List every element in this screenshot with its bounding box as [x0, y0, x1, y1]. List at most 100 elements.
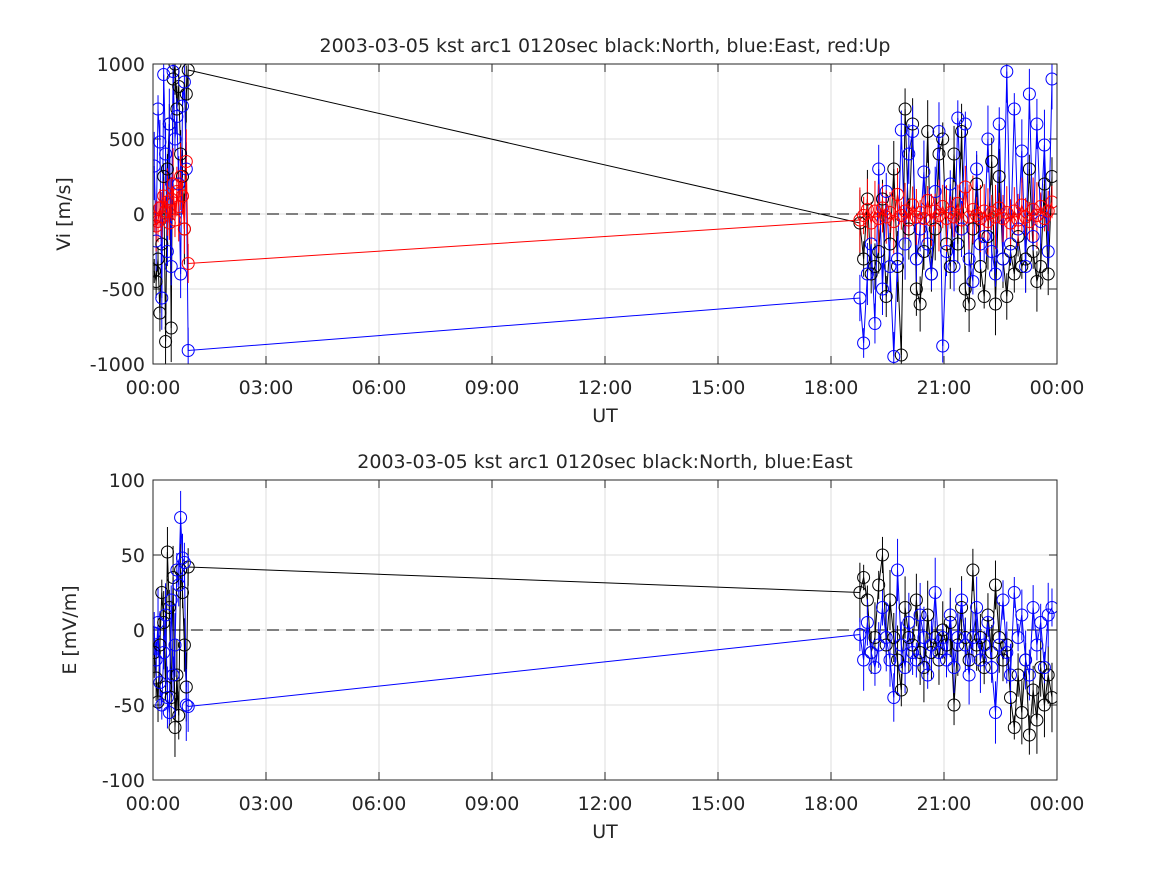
data-point — [894, 683, 908, 697]
data-point — [174, 511, 188, 524]
data-point — [958, 631, 972, 644]
data-point — [1019, 252, 1033, 266]
data-point — [898, 237, 912, 251]
data-point — [162, 117, 176, 131]
velocity-grid — [152, 63, 1058, 365]
data-point — [1026, 230, 1040, 243]
data-point — [864, 237, 878, 251]
data-point — [973, 212, 987, 225]
data-point — [872, 245, 886, 258]
data-point — [166, 177, 180, 191]
y-tick-label: 100 — [109, 470, 145, 492]
data-point — [1034, 260, 1048, 273]
y-tick-label: -1000 — [90, 354, 145, 376]
data-point — [1034, 200, 1048, 213]
data-point — [157, 170, 171, 183]
data-point — [989, 297, 1002, 311]
velocity-x-axis-label: UT — [592, 405, 618, 427]
data-point — [887, 350, 901, 363]
data-point — [894, 123, 908, 137]
x-tick-label: 09:00 — [465, 377, 520, 399]
data-point — [924, 213, 938, 227]
data-point — [887, 691, 901, 704]
data-point — [153, 215, 165, 228]
data-point — [153, 306, 167, 320]
data-point — [962, 653, 976, 667]
data-point — [1011, 230, 1025, 243]
x-tick-label: 00:00 — [126, 377, 181, 399]
velocity-chart-title: 2003-03-05 kst arc1 0120sec black:North,… — [319, 35, 890, 57]
velocity-y-tick-labels: -1000 -500 0 500 1000 — [90, 54, 145, 376]
data-point — [162, 706, 176, 719]
data-point — [864, 646, 878, 659]
data-point — [1004, 237, 1017, 251]
data-point — [992, 631, 1006, 644]
data-point — [860, 192, 874, 206]
data-point — [853, 216, 867, 230]
data-point — [1011, 668, 1025, 682]
data-point — [894, 638, 908, 652]
data-point — [958, 180, 972, 194]
data-point — [159, 204, 173, 218]
data-point — [973, 653, 987, 667]
data-point — [989, 210, 1002, 224]
x-tick-label: 00:00 — [1030, 377, 1085, 399]
data-point — [876, 282, 889, 296]
data-point — [853, 628, 867, 641]
data-point — [932, 125, 946, 138]
data-point — [966, 222, 980, 236]
data-point — [981, 608, 995, 622]
data-point — [951, 197, 965, 210]
data-point — [887, 631, 901, 644]
data-point — [981, 215, 995, 228]
y-tick-label: 1000 — [97, 54, 145, 76]
data-point — [928, 222, 942, 236]
data-point — [160, 195, 174, 209]
velocity-panel: 00:00 03:00 06:00 09:00 12:00 15:00 18:00 21:00… — [53, 35, 1085, 427]
data-point — [155, 291, 169, 305]
efield-grid — [152, 479, 1058, 781]
data-point — [157, 646, 171, 659]
data-point — [947, 210, 961, 224]
data-point — [970, 209, 984, 222]
data-point — [1030, 713, 1044, 727]
data-point — [153, 616, 165, 629]
data-point — [177, 556, 191, 569]
data-point — [872, 578, 886, 592]
data-point — [913, 608, 927, 622]
data-point — [868, 204, 882, 218]
x-tick-label: 00:00 — [126, 793, 181, 815]
data-point — [1019, 210, 1033, 224]
data-point — [992, 638, 1006, 652]
data-point — [940, 653, 953, 667]
data-point — [876, 601, 889, 614]
data-point — [883, 260, 897, 273]
data-point — [887, 162, 901, 176]
data-point — [168, 638, 182, 652]
data-point — [981, 132, 995, 146]
data-point — [1004, 691, 1017, 704]
velocity-axes-frame — [152, 63, 1058, 365]
data-point — [992, 170, 1006, 183]
data-point — [906, 638, 920, 652]
data-point — [164, 260, 178, 273]
data-point — [906, 117, 920, 131]
data-point — [891, 563, 904, 577]
data-point — [868, 631, 882, 644]
velocity-x-tick-labels: 00:00 03:00 06:00 09:00 12:00 15:00 18:00 21:00… — [126, 377, 1085, 399]
data-point — [898, 601, 912, 614]
data-point — [1004, 668, 1017, 682]
data-point — [1022, 668, 1036, 682]
data-point — [932, 147, 946, 161]
data-point — [1000, 646, 1014, 659]
data-point — [947, 661, 961, 674]
data-point — [970, 162, 984, 176]
data-point — [985, 245, 999, 258]
data-point — [853, 291, 867, 305]
data-point — [1000, 638, 1014, 652]
data-point — [924, 646, 938, 659]
y-tick-label: -50 — [114, 695, 145, 717]
x-tick-label: 18:00 — [804, 377, 859, 399]
data-point — [894, 348, 908, 362]
x-tick-label: 18:00 — [804, 793, 859, 815]
